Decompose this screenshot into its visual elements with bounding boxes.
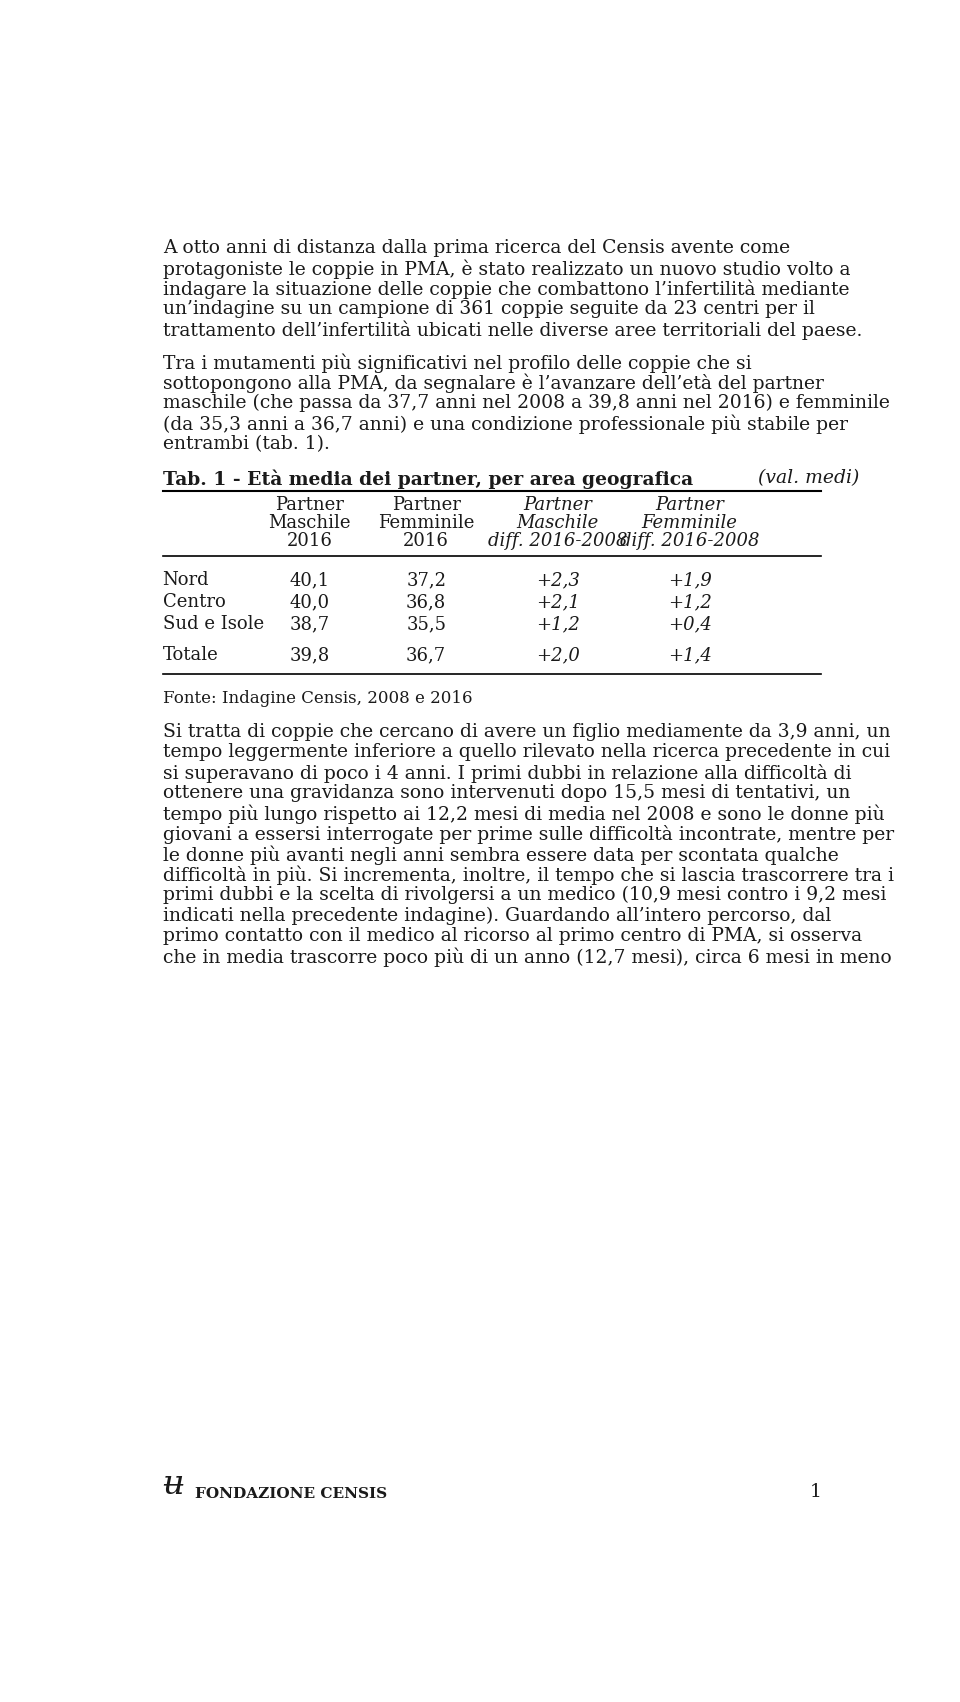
Text: Tab. 1 - Età media dei partner, per area geografica: Tab. 1 - Età media dei partner, per area…: [162, 470, 693, 488]
Text: 36,7: 36,7: [406, 647, 446, 664]
Text: primi dubbi e la scelta di rivolgersi a un medico (10,9 mesi contro i 9,2 mesi: primi dubbi e la scelta di rivolgersi a …: [162, 887, 886, 904]
Text: 36,8: 36,8: [406, 594, 446, 611]
Text: Centro: Centro: [162, 594, 226, 611]
Text: Partner: Partner: [655, 495, 724, 514]
Text: giovani a essersi interrogate per prime sulle difficoltà incontrate, mentre per: giovani a essersi interrogate per prime …: [162, 825, 894, 844]
Text: Fonte: Indagine Censis, 2008 e 2016: Fonte: Indagine Censis, 2008 e 2016: [162, 689, 472, 706]
Text: tempo più lungo rispetto ai 12,2 mesi di media nel 2008 e sono le donne più: tempo più lungo rispetto ai 12,2 mesi di…: [162, 805, 884, 824]
Text: Totale: Totale: [162, 647, 218, 664]
Text: 40,1: 40,1: [290, 572, 330, 589]
Text: difficoltà in più. Si incrementa, inoltre, il tempo che si lascia trascorrere tr: difficoltà in più. Si incrementa, inoltr…: [162, 866, 894, 885]
Text: +1,9: +1,9: [668, 572, 711, 589]
Text: 40,0: 40,0: [290, 594, 330, 611]
Text: +1,4: +1,4: [668, 647, 711, 664]
Text: diff. 2016-2008: diff. 2016-2008: [488, 533, 628, 550]
Text: Maschile: Maschile: [269, 514, 351, 533]
Text: Nord: Nord: [162, 572, 209, 589]
Text: +2,0: +2,0: [536, 647, 580, 664]
Text: un’indagine su un campione di 361 coppie seguite da 23 centri per il: un’indagine su un campione di 361 coppie…: [162, 300, 814, 318]
Text: tempo leggermente inferiore a quello rilevato nella ricerca precedente in cui: tempo leggermente inferiore a quello ril…: [162, 744, 890, 761]
Text: le donne più avanti negli anni sembra essere data per scontata qualche: le donne più avanti negli anni sembra es…: [162, 846, 838, 865]
Text: Tra i mutamenti più significativi nel profilo delle coppie che si: Tra i mutamenti più significativi nel pr…: [162, 352, 752, 373]
Text: ottenere una gravidanza sono intervenuti dopo 15,5 mesi di tentativi, un: ottenere una gravidanza sono intervenuti…: [162, 785, 850, 802]
Text: +1,2: +1,2: [536, 614, 580, 633]
Text: indicati nella precedente indagine). Guardando all’intero percorso, dal: indicati nella precedente indagine). Gua…: [162, 907, 830, 924]
Text: trattamento dell’infertilità ubicati nelle diverse aree territoriali del paese.: trattamento dell’infertilità ubicati ne…: [162, 320, 862, 340]
Text: si superavano di poco i 4 anni. I primi dubbi in relazione alla difficoltà di: si superavano di poco i 4 anni. I primi …: [162, 764, 852, 783]
Text: protagoniste le coppie in PMA, è stato realizzato un nuovo studio volto a: protagoniste le coppie in PMA, è stato r…: [162, 259, 851, 279]
Text: Maschile: Maschile: [516, 514, 599, 533]
Text: maschile (che passa da 37,7 anni nel 2008 a 39,8 anni nel 2016) e femminile: maschile (che passa da 37,7 anni nel 200…: [162, 393, 890, 412]
Text: sottopongono alla PMA, da segnalare è l’avanzare dell’età del partner: sottopongono alla PMA, da segnalare è l’…: [162, 373, 824, 393]
Text: (val. medi): (val. medi): [753, 470, 859, 487]
Text: entrambi (tab. 1).: entrambi (tab. 1).: [162, 434, 329, 453]
Text: diff. 2016-2008: diff. 2016-2008: [620, 533, 759, 550]
Text: 2016: 2016: [287, 533, 333, 550]
Text: 38,7: 38,7: [290, 614, 330, 633]
Text: ʉ: ʉ: [162, 1469, 184, 1501]
Text: Partner: Partner: [523, 495, 592, 514]
Text: +1,2: +1,2: [668, 594, 711, 611]
Text: A otto anni di distanza dalla prima ricerca del Censis avente come: A otto anni di distanza dalla prima rice…: [162, 238, 790, 257]
Text: 1: 1: [809, 1482, 822, 1501]
Text: indagare la situazione delle coppie che combattono l’infertilità mediante: indagare la situazione delle coppie che …: [162, 279, 850, 300]
Text: primo contatto con il medico al ricorso al primo centro di PMA, si osserva: primo contatto con il medico al ricorso …: [162, 928, 862, 945]
Text: 35,5: 35,5: [406, 614, 446, 633]
Text: 2016: 2016: [403, 533, 449, 550]
Text: Si tratta di coppie che cercano di avere un figlio mediamente da 3,9 anni, un: Si tratta di coppie che cercano di avere…: [162, 723, 890, 740]
Text: FONDAZIONE CENSIS: FONDAZIONE CENSIS: [195, 1488, 387, 1501]
Text: Femminile: Femminile: [641, 514, 737, 533]
Text: 37,2: 37,2: [406, 572, 446, 589]
Text: (da 35,3 anni a 36,7 anni) e una condizione professionale più stabile per: (da 35,3 anni a 36,7 anni) e una condizi…: [162, 414, 848, 434]
Text: 39,8: 39,8: [290, 647, 330, 664]
Text: che in media trascorre poco più di un anno (12,7 mesi), circa 6 mesi in meno: che in media trascorre poco più di un an…: [162, 948, 892, 967]
Text: Partner: Partner: [276, 495, 345, 514]
Text: Partner: Partner: [392, 495, 461, 514]
Text: +2,3: +2,3: [536, 572, 580, 589]
Text: Sud e Isole: Sud e Isole: [162, 614, 264, 633]
Text: Femminile: Femminile: [378, 514, 474, 533]
Text: +0,4: +0,4: [668, 614, 711, 633]
Text: +2,1: +2,1: [536, 594, 580, 611]
